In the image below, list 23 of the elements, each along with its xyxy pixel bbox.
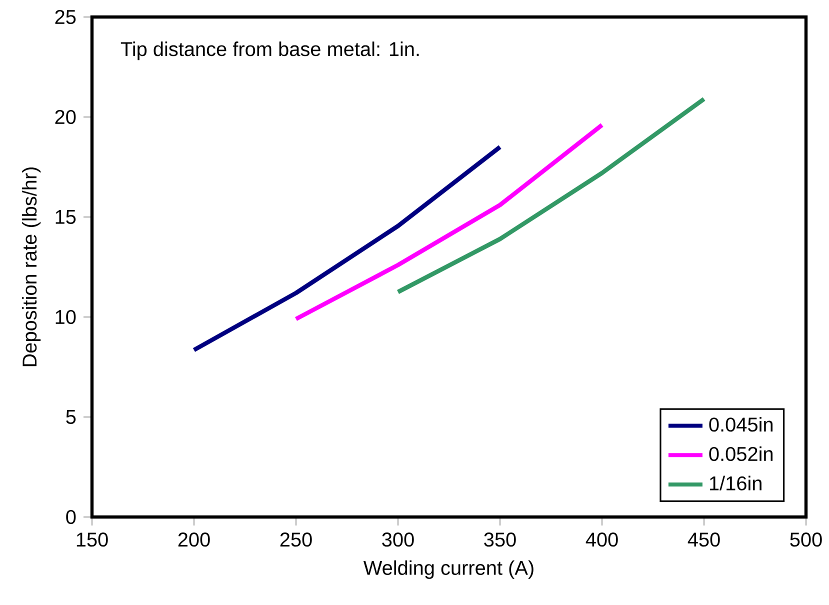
x-axis-title: Welding current (A) — [363, 560, 534, 579]
x-tick-label: 250 — [280, 532, 312, 547]
x-tick-label: 500 — [790, 532, 822, 547]
x-tick-label: 300 — [382, 532, 414, 547]
y-axis-title: Deposition rate (lbs/hr) — [22, 168, 41, 366]
legend-label: 0.045in — [709, 417, 773, 432]
y-tick-label: 20 — [55, 110, 76, 124]
line-series — [192, 144, 502, 352]
x-tick-label: 150 — [76, 532, 108, 547]
annotation: Tip distance from base metal: 1in. — [120, 42, 419, 60]
y-tick-label: 15 — [56, 210, 76, 224]
x-tick-label: 350 — [484, 532, 516, 547]
legend-label: 0.052in — [709, 446, 773, 462]
x-tick-label: 400 — [586, 532, 618, 547]
y-tick-label: 5 — [66, 410, 76, 424]
y-tick-label: 0 — [66, 510, 76, 524]
legend-label: 1/16in — [710, 476, 762, 490]
y-tick-label: 10 — [56, 310, 76, 324]
x-tick-label: 200 — [178, 532, 210, 547]
x-tick-label: 450 — [688, 532, 720, 547]
line-series — [294, 122, 604, 322]
y-tick-label: 25 — [55, 10, 76, 24]
line-series — [396, 96, 706, 294]
